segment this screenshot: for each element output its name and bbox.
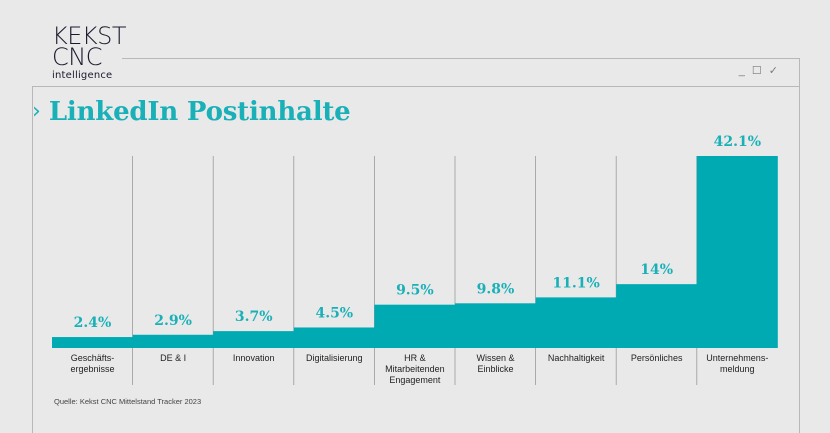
category-label: Mitarbeitenden (385, 364, 445, 374)
category-label: HR & (404, 353, 426, 363)
data-label: 14% (640, 262, 673, 278)
bar (455, 303, 536, 348)
category-label: DE & I (160, 353, 186, 363)
page-title: LinkedIn Postinhalte (48, 97, 351, 127)
bar (374, 304, 456, 348)
category-label: meldung (720, 364, 755, 374)
frame-top-line (122, 58, 800, 59)
data-label: 2.9% (154, 313, 192, 329)
minimize-icon[interactable]: _ (738, 65, 745, 77)
data-label: 3.7% (235, 309, 273, 325)
category-label: Digitalisierung (306, 353, 363, 363)
brand-logo: KEKST CNC intelligence (52, 22, 127, 81)
source-note: Quelle: Kekst CNC Mittelstand Tracker 20… (54, 397, 202, 406)
category-label: Geschäfts- (71, 353, 115, 363)
frame-left-line (32, 86, 33, 433)
data-label: 11.1% (552, 275, 599, 291)
category-label: Persönliches (631, 353, 683, 363)
data-label: 9.8% (477, 281, 515, 297)
category-label: Wissen & (476, 353, 514, 363)
bar (52, 337, 133, 348)
bar (213, 331, 295, 348)
check-icon[interactable]: ✓ (768, 65, 778, 77)
data-label: 4.5% (315, 305, 353, 321)
bar (293, 327, 375, 348)
category-label: Nachhaltigkeit (548, 353, 605, 363)
chevron-right-icon: › (32, 99, 41, 124)
category-label: Einblicke (477, 364, 513, 374)
category-label: Engagement (389, 375, 441, 385)
window-controls: _ ☐ ✓ (739, 66, 778, 77)
data-label: 42.1% (714, 134, 761, 150)
data-label: 2.4% (74, 315, 112, 331)
logo-line-1: KEKST (52, 22, 127, 50)
title-row: › LinkedIn Postinhalte (32, 97, 351, 127)
bar (616, 284, 698, 348)
category-label: ergebnisse (70, 364, 114, 374)
header-divider-line (32, 86, 800, 87)
category-label: Innovation (233, 353, 275, 363)
logo-line-2: CNC (52, 43, 102, 71)
frame-right-line (799, 58, 800, 433)
data-label: 9.5% (396, 283, 434, 299)
bar (535, 297, 617, 348)
bar (132, 334, 214, 348)
category-label: Unternehmens- (706, 353, 768, 363)
logo-line-3: intelligence (52, 70, 113, 81)
bar (696, 156, 778, 348)
maximize-icon[interactable]: ☐ (751, 65, 762, 77)
